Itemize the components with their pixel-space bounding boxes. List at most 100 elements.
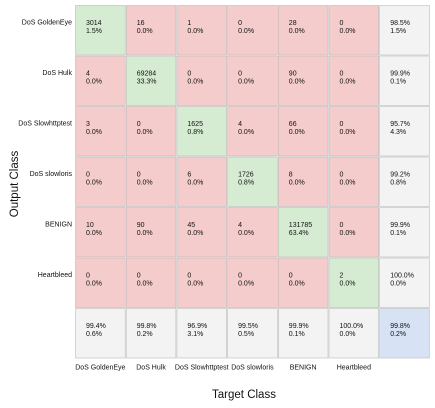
cell-count: 131785 [289, 222, 312, 229]
cell-percent: 0.0% [238, 28, 254, 35]
matrix-cell: 00.0% [227, 257, 278, 308]
cell-count: 3014 [86, 20, 102, 27]
cell-count: 0 [86, 273, 90, 280]
cell-count: 0 [137, 172, 141, 179]
matrix-cell: 00.0% [227, 55, 278, 106]
cell-percent: 33.3% [137, 79, 157, 86]
cell-percent: 0.0% [289, 180, 305, 187]
matrix-cell: 450.0% [176, 207, 227, 258]
cell-count: 4 [238, 222, 242, 229]
cell-count: 0 [340, 222, 344, 229]
cell-percent: 0.0% [340, 79, 356, 86]
cell-background [125, 207, 177, 258]
cell-background [379, 5, 430, 56]
cell-percent: 0.0% [187, 79, 203, 86]
matrix-cell: 00.0% [227, 5, 278, 56]
row-label: BENIGN [45, 221, 72, 228]
cell-background [75, 106, 126, 157]
cell-count: 10 [86, 222, 94, 229]
matrix-cell: 00.0% [328, 5, 380, 56]
cell-percent: 0.0% [86, 281, 102, 288]
cell-background [379, 308, 430, 359]
cell-percent: 0.0% [340, 180, 356, 187]
matrix-cell: 00.0% [125, 106, 177, 157]
row-label: DoS slowloris [30, 171, 73, 178]
column-label: DoS Slowhttptest [175, 365, 229, 372]
cell-count: 66 [289, 121, 297, 128]
cell-background [176, 308, 227, 359]
cell-background [176, 257, 227, 308]
cell-background [328, 156, 380, 207]
cell-count: 16 [137, 20, 145, 27]
cell-count: 45 [187, 222, 195, 229]
cell-background [176, 55, 227, 106]
cell-percent: 0.0% [340, 28, 356, 35]
cell-background [125, 5, 177, 56]
cell-percent: 0.0% [340, 281, 356, 288]
cell-count: 0 [187, 273, 191, 280]
column-label: BENIGN [290, 365, 317, 372]
column-summary-cell: 99.9%0.1% [277, 308, 329, 359]
cell-background [75, 207, 126, 258]
cell-percent: 0.0% [137, 281, 153, 288]
matrix-cells: 30141.5%160.0%10.0%00.0%280.0%00.0%40.0%… [75, 5, 430, 359]
cell-background [125, 257, 177, 308]
column-summary-cell: 99.4%0.6% [75, 308, 126, 359]
cell-count: 99.8% [137, 323, 157, 330]
matrix-cell: 20.0% [328, 257, 380, 308]
cell-count: 8 [289, 172, 293, 179]
cell-percent: 0.8% [390, 180, 406, 187]
cell-background [379, 156, 430, 207]
column-label: DoS Hulk [136, 365, 166, 372]
cell-background [176, 5, 227, 56]
matrix-cell: 40.0% [75, 55, 126, 106]
cell-background [227, 308, 278, 359]
cell-percent: 0.1% [390, 230, 406, 237]
cell-count: 0 [238, 20, 242, 27]
cell-background [227, 257, 278, 308]
cell-background [379, 106, 430, 157]
cell-percent: 0.6% [86, 331, 102, 338]
cell-percent: 0.1% [289, 331, 305, 338]
matrix-cell: 00.0% [176, 55, 227, 106]
cell-background [328, 207, 380, 258]
cell-percent: 0.0% [137, 129, 153, 136]
row-summary-cell: 99.2%0.8% [379, 156, 430, 207]
cell-count: 0 [238, 71, 242, 78]
cell-background [277, 106, 329, 157]
cell-background [277, 55, 329, 106]
cell-count: 99.4% [86, 323, 106, 330]
cell-background [176, 156, 227, 207]
cell-background [277, 5, 329, 56]
row-label: DoS Hulk [42, 70, 72, 77]
cell-percent: 0.0% [340, 331, 356, 338]
matrix-cell: 80.0% [277, 156, 329, 207]
column-label: DoS slowloris [231, 365, 274, 372]
cell-count: 90 [289, 71, 297, 78]
cell-count: 0 [238, 273, 242, 280]
cell-percent: 0.0% [137, 230, 153, 237]
cell-percent: 0.0% [187, 28, 203, 35]
matrix-cell: 160.0% [125, 5, 177, 56]
cell-percent: 0.0% [137, 28, 153, 35]
cell-percent: 0.0% [137, 180, 153, 187]
cell-percent: 0.0% [86, 79, 102, 86]
cell-percent: 0.8% [238, 180, 254, 187]
matrix-cell: 00.0% [328, 156, 380, 207]
cell-background [277, 257, 329, 308]
matrix-cell: 00.0% [328, 207, 380, 258]
matrix-cell: 660.0% [277, 106, 329, 157]
cell-count: 1726 [238, 172, 254, 179]
cell-percent: 0.0% [238, 230, 254, 237]
cell-percent: 0.0% [289, 28, 305, 35]
row-summary-cell: 100.0%0.0% [379, 257, 430, 308]
matrix-cell: 280.0% [277, 5, 329, 56]
column-label: DoS GoldenEye [75, 365, 125, 372]
cell-count: 99.9% [289, 323, 309, 330]
cell-percent: 0.0% [86, 180, 102, 187]
